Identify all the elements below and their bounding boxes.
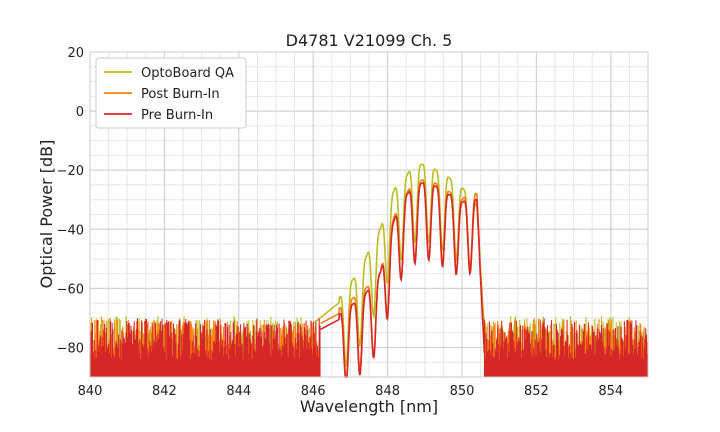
legend-box [95,57,247,129]
x-tick-label: 848 [375,384,400,399]
y-tick-label: −20 [57,164,84,179]
legend-label: Pre Burn-In [141,108,213,123]
x-tick-label: 852 [524,384,549,399]
legend-label: OptoBoard QA [141,66,234,81]
ticks: 840 842 844 846 848 850 852 854 20 0 −20 −40 −60 −80 [57,46,624,399]
y-tick-label: −60 [57,282,84,297]
legend-label: Post Burn-In [141,87,220,102]
x-tick-label: 850 [450,384,475,399]
x-axis-label: Wavelength [nm] [300,397,438,416]
y-tick-label: 0 [76,105,84,120]
y-tick-label: 20 [67,46,84,61]
chart-title: D4781 V21099 Ch. 5 [286,31,453,50]
y-axis-label: Optical Power [dB] [37,140,56,289]
x-tick-label: 854 [598,384,623,399]
y-tick-label: −80 [57,341,84,356]
y-tick-label: −40 [57,223,84,238]
plot-frame [89,51,649,378]
legend: OptoBoard QA Post Burn-In Pre Burn-In [95,57,247,129]
x-tick-label: 840 [78,384,103,399]
series-1-spectrum [312,163,486,367]
x-tick-label: 846 [301,384,326,399]
x-tick-label: 844 [226,384,251,399]
series-3-spectrum [320,182,486,378]
x-tick-label: 842 [152,384,177,399]
